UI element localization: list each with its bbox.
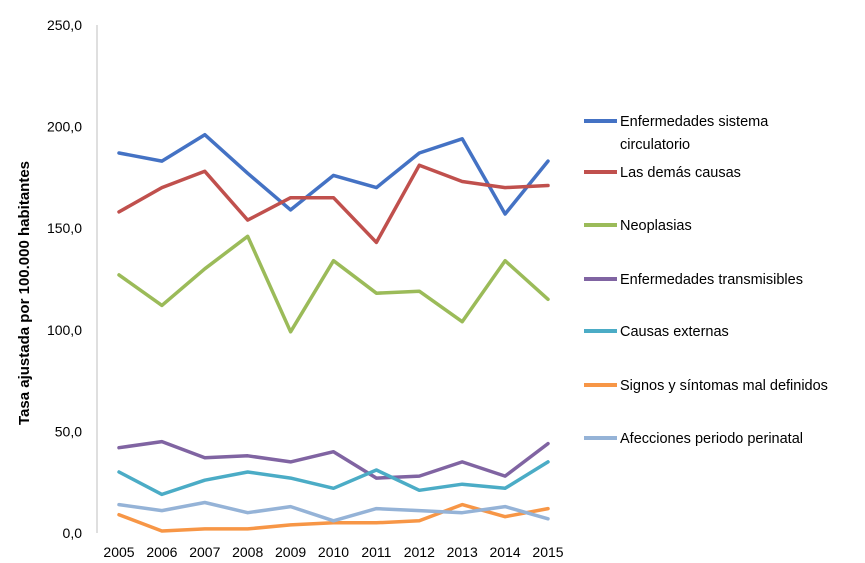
series-line-2 <box>117 163 550 245</box>
x-tick-label: 2010 <box>318 544 349 560</box>
x-tick-label: 2006 <box>146 544 177 560</box>
series-lines <box>117 132 550 533</box>
y-axis-ticks: 0,0 50,0 100,0 150,0 200,0 250,0 <box>47 17 82 541</box>
legend-label: Enfermedades sistema circulatorio <box>620 114 769 153</box>
series-line-1 <box>117 132 550 216</box>
legend-label: Las demás causas <box>620 165 741 181</box>
legend-label: Afecciones periodo perinatal <box>620 431 803 447</box>
y-tick-label: 200,0 <box>47 119 82 135</box>
y-tick-label: 0,0 <box>63 525 83 541</box>
x-axis-ticks: 2005 2006 2007 2008 2009 2010 2011 2012 2013 2014… <box>103 544 563 560</box>
y-tick-label: 100,0 <box>47 322 82 338</box>
x-tick-label: 2013 <box>447 544 478 560</box>
x-tick-label: 2008 <box>232 544 263 560</box>
y-tick-label: 150,0 <box>47 220 82 236</box>
series-line-3 <box>117 234 550 334</box>
series-line-6 <box>117 502 550 533</box>
legend-label: Signos y síntomas mal definidos <box>620 378 828 394</box>
series-line-5 <box>117 460 550 497</box>
series-line-7 <box>117 500 550 523</box>
x-tick-label: 2015 <box>532 544 563 560</box>
legend: Enfermedades sistema circulatorio Las demá… <box>584 114 828 447</box>
y-tick-label: 250,0 <box>47 17 82 33</box>
x-tick-label: 2012 <box>404 544 435 560</box>
x-tick-label: 2014 <box>490 544 521 560</box>
x-tick-label: 2005 <box>103 544 134 560</box>
y-axis-label: Tasa ajustada por 100.000 habitantes <box>16 161 33 425</box>
legend-label: Causas externas <box>620 324 729 340</box>
x-tick-label: 2009 <box>275 544 306 560</box>
y-tick-label: 50,0 <box>55 423 82 439</box>
x-tick-label: 2011 <box>361 544 391 560</box>
legend-label: Enfermedades transmisibles <box>620 272 803 288</box>
x-tick-label: 2007 <box>189 544 220 560</box>
legend-label: Neoplasias <box>620 218 692 234</box>
series-line-4 <box>117 439 550 480</box>
